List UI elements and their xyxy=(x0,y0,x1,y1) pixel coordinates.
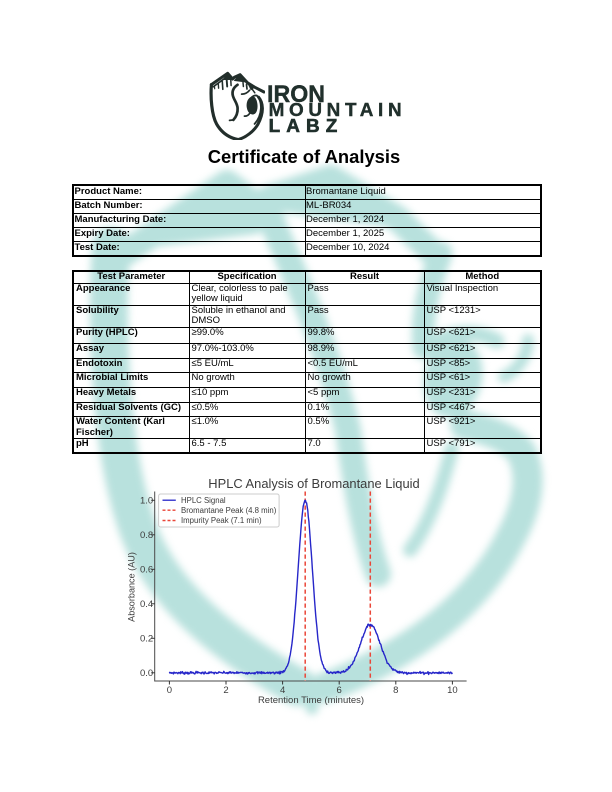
svg-text:8: 8 xyxy=(393,685,398,696)
svg-text:0.4: 0.4 xyxy=(140,599,153,610)
svg-text:1.0: 1.0 xyxy=(140,496,153,507)
svg-text:0.2: 0.2 xyxy=(140,634,153,645)
svg-text:4: 4 xyxy=(280,685,285,696)
svg-text:6: 6 xyxy=(337,685,342,696)
svg-text:2: 2 xyxy=(223,685,228,696)
svg-text:0: 0 xyxy=(167,685,172,696)
svg-text:0.6: 0.6 xyxy=(140,565,153,576)
svg-text:Retention Time (minutes): Retention Time (minutes) xyxy=(258,695,364,706)
svg-text:0.0: 0.0 xyxy=(140,668,153,679)
svg-text:Impurity Peak (7.1 min): Impurity Peak (7.1 min) xyxy=(181,516,262,525)
svg-text:HPLC Signal: HPLC Signal xyxy=(181,496,226,505)
svg-text:Absorbance (AU): Absorbance (AU) xyxy=(127,552,137,622)
svg-text:10: 10 xyxy=(447,685,458,696)
svg-text:HPLC Analysis of Bromantane Li: HPLC Analysis of Bromantane Liquid xyxy=(208,476,419,491)
svg-text:Bromantane Peak (4.8 min): Bromantane Peak (4.8 min) xyxy=(181,506,277,515)
svg-text:0.8: 0.8 xyxy=(140,530,153,541)
